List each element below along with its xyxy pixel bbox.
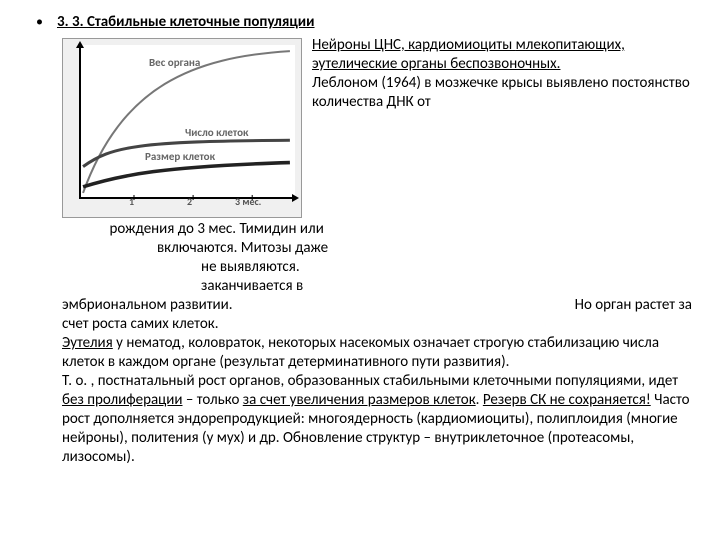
p6u3: Резерв СК не сохраняется! <box>483 391 651 409</box>
chart-label-weight: Вес органа <box>149 53 200 72</box>
chart-label-size: Размер клеток <box>145 147 215 166</box>
x-tick-1: 1 <box>129 192 134 211</box>
p6u2: за счет увеличения размеров клеток <box>243 391 476 409</box>
p6u1: без пролиферации <box>62 391 183 409</box>
p1-underlined: Нейроны ЦНС, кардиомиоциты млекопитающих… <box>312 36 625 73</box>
x-tick-2: 2 <box>187 192 192 211</box>
heading-row: • 3. 3. Стабильные клеточные популяции <box>24 12 696 32</box>
p6a: Т. о. , постнатальный рост органов, обра… <box>62 372 678 390</box>
slide-root: • 3. 3. Стабильные клеточные популяции В… <box>0 0 720 479</box>
p3-1: рождения до 3 мес. Тимидин или <box>109 220 323 238</box>
chart-label-count: Число клеток <box>185 123 248 142</box>
p3-4: заканчивается в <box>201 277 303 295</box>
p6b: – только <box>183 391 243 409</box>
p3-tail: эмбриональном развитии. <box>62 296 233 314</box>
bullet-icon: • <box>36 12 43 32</box>
p3-3: не выявляются. <box>201 258 300 276</box>
p2: Леблоном (1964) в мозжечке крысы выявлен… <box>312 74 690 111</box>
content-area: Вес органа Число клеток Размер клеток 1 … <box>62 36 696 467</box>
p5a: Эутелия <box>62 334 113 352</box>
p4: счет роста самих клеток. <box>62 315 218 333</box>
p3-tail2: Но орган растет за <box>575 296 696 315</box>
p5b: у нематод, коловраток, некоторых насеком… <box>62 334 659 371</box>
p1a: Нейроны ЦНС, кардиомиоциты <box>312 36 516 54</box>
x-tick-unit: 3 мес. <box>235 192 261 211</box>
heading-number: 3. 3. <box>57 13 87 31</box>
heading-text: Стабильные клеточные популяции <box>87 13 315 31</box>
slide-heading: 3. 3. Стабильные клеточные популяции <box>57 12 315 32</box>
p6c: . <box>476 391 483 409</box>
p3-2: включаются. Митозы даже <box>157 239 328 257</box>
growth-chart: Вес органа Число клеток Размер клеток 1 … <box>62 38 302 218</box>
